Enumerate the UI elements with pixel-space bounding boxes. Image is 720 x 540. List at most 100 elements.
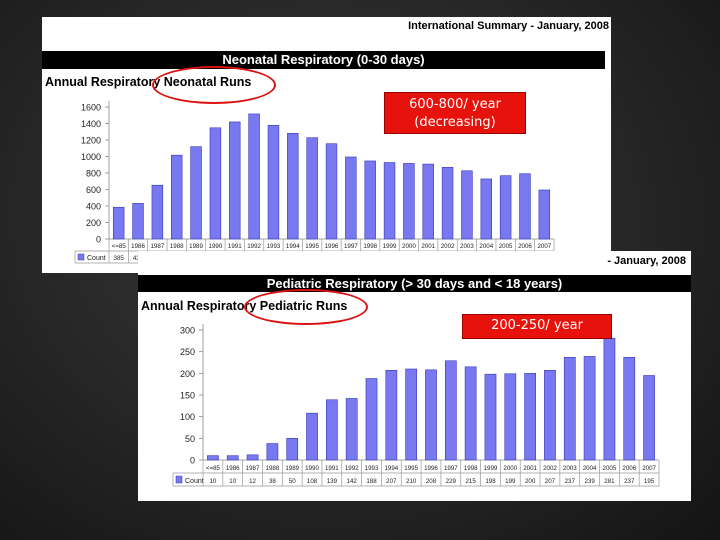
neonatal-category-label: 1988 — [170, 243, 184, 250]
pediatric-ytick-label: 300 — [180, 326, 195, 336]
neonatal-ytick-label: 600 — [86, 185, 101, 195]
pediatric-ytick-label: 250 — [180, 347, 195, 357]
pediatric-value-label: 208 — [426, 478, 437, 485]
pediatric-category-label: <=85 — [206, 465, 221, 472]
neonatal-category-label: 2004 — [479, 243, 493, 250]
neonatal-bar — [422, 163, 434, 240]
pediatric-category-label: 1986 — [226, 465, 240, 472]
pediatric-bar — [464, 366, 477, 461]
neonatal-category-label: 1993 — [267, 243, 281, 250]
neonatal-bar — [171, 154, 183, 240]
neonatal-ytick-label: 400 — [86, 202, 101, 212]
pediatric-bar — [643, 375, 655, 461]
pediatric-category-label: 2002 — [543, 465, 557, 472]
neonatal-category-label: 1991 — [228, 243, 242, 250]
neonatal-legend-label: Count — [87, 255, 106, 262]
neonatal-category-label: 1996 — [325, 243, 339, 250]
pediatric-category-label: 1990 — [305, 465, 319, 472]
neonatal-highlight-circle — [152, 66, 276, 104]
pediatric-bar — [484, 373, 497, 461]
neonatal-ytick-label: 1600 — [81, 103, 101, 113]
pediatric-bar — [246, 454, 259, 461]
neonatal-bar — [519, 173, 531, 240]
neonatal-bar — [306, 137, 318, 240]
neonatal-category-label: 2005 — [499, 243, 513, 250]
pediatric-value-label: 215 — [465, 478, 476, 485]
neonatal-category-label: 2002 — [441, 243, 455, 250]
neonatal-bar — [499, 175, 512, 240]
neonatal-category-label: 2000 — [402, 243, 416, 250]
pediatric-bar — [623, 357, 636, 461]
neonatal-category-label: 1994 — [286, 243, 300, 250]
pediatric-bar — [306, 412, 318, 461]
pediatric-value-label: 281 — [604, 478, 615, 485]
pediatric-value-label: 200 — [525, 478, 536, 485]
pediatric-value-label: 195 — [644, 478, 655, 485]
pediatric-category-label: 2007 — [642, 465, 656, 472]
pediatric-section-header: Pediatric Respiratory (> 30 days and < 1… — [138, 275, 691, 292]
neonatal-bar — [132, 203, 144, 240]
pediatric-value-label: 12 — [249, 478, 256, 485]
neonatal-category-label: 1986 — [131, 243, 145, 250]
pediatric-bar — [425, 369, 437, 461]
pediatric-bar — [326, 399, 338, 461]
pediatric-callout: 200-250/ year — [462, 314, 612, 339]
neonatal-category-label: 2003 — [460, 243, 474, 250]
neonatal-ytick-label: 1200 — [81, 136, 101, 146]
pediatric-value-label: 142 — [347, 478, 358, 485]
neonatal-bar — [345, 156, 357, 240]
neonatal-value-label: 385 — [114, 255, 125, 262]
pediatric-bar — [365, 378, 378, 461]
neonatal-panel: International Summary - January, 2008 Ne… — [42, 17, 611, 273]
pediatric-legend-swatch — [175, 475, 183, 484]
pediatric-legend-label: Count — [185, 478, 204, 485]
pediatric-category-label: 1989 — [285, 465, 299, 472]
neonatal-ytick-label: 1400 — [81, 119, 101, 129]
pediatric-bar — [266, 443, 279, 461]
neonatal-bar — [403, 163, 415, 240]
pediatric-bar — [563, 357, 576, 461]
neonatal-chart: 0 200 400 600 800 1000 1200 1400 1600 <=85 1986 198… — [74, 101, 555, 264]
pediatric-category-label: 1997 — [444, 465, 458, 472]
pediatric-value-label: 207 — [386, 478, 397, 485]
neonatal-category-label: 2006 — [518, 243, 532, 250]
neonatal-category-label: 2001 — [421, 243, 435, 250]
pediatric-category-label: 2006 — [622, 465, 636, 472]
neonatal-category-label: 2007 — [537, 243, 551, 250]
pediatric-value-label: 10 — [229, 478, 236, 485]
neonatal-bar — [287, 133, 299, 240]
pediatric-value-label: 139 — [327, 478, 338, 485]
neonatal-ytick-label: 800 — [86, 169, 101, 179]
pediatric-bar — [207, 455, 219, 461]
pediatric-category-label: 2005 — [603, 465, 617, 472]
pediatric-report-title: - January, 2008 — [607, 255, 686, 267]
pediatric-value-label: 229 — [446, 478, 457, 485]
pediatric-value-label: 237 — [624, 478, 635, 485]
pediatric-bar — [286, 438, 299, 461]
neonatal-ytick-label: 1000 — [81, 152, 101, 162]
neonatal-bar — [383, 162, 396, 240]
neonatal-category-label: 1990 — [209, 243, 223, 250]
pediatric-bar — [524, 373, 536, 461]
neonatal-bar — [248, 113, 260, 240]
pediatric-ytick-label: 150 — [180, 391, 195, 401]
pediatric-highlight-circle — [244, 289, 368, 325]
pediatric-value-label: 237 — [565, 478, 576, 485]
pediatric-ytick-label: 200 — [180, 369, 195, 379]
neonatal-category-label: 1989 — [189, 243, 203, 250]
neonatal-report-title: International Summary - January, 2008 — [408, 20, 609, 32]
neonatal-bar — [229, 121, 241, 240]
neonatal-category-label: 1999 — [383, 243, 397, 250]
neonatal-section-header: Neonatal Respiratory (0-30 days) — [42, 51, 605, 69]
neonatal-callout-line1: 600-800/ year — [409, 97, 501, 112]
neonatal-category-label: 1995 — [305, 243, 319, 250]
neonatal-bar — [190, 146, 202, 240]
pediatric-category-label: 1992 — [345, 465, 359, 472]
neonatal-bar — [325, 143, 338, 240]
neonatal-bar — [267, 125, 280, 240]
pediatric-bar — [583, 356, 596, 461]
neonatal-category-label: <=85 — [112, 243, 127, 250]
pediatric-value-label: 198 — [485, 478, 496, 485]
neonatal-callout: 600-800/ year (decreasing) — [384, 92, 526, 134]
neonatal-category-label: 1987 — [150, 243, 164, 250]
